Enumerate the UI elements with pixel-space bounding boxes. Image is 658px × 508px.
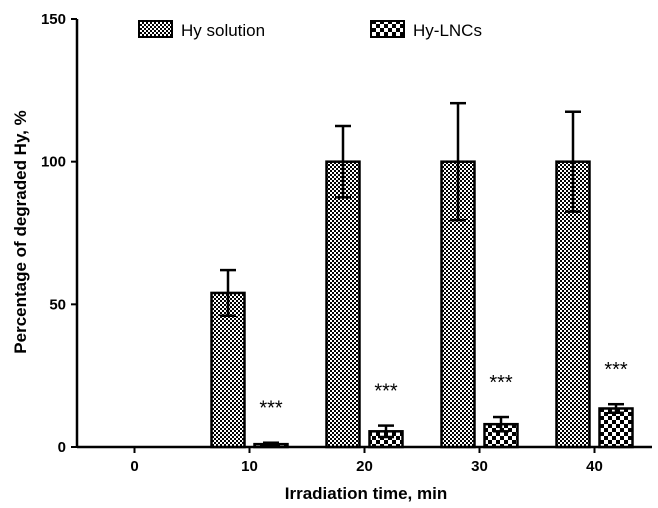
y-axis-ticks: 0 50 100 150 — [41, 11, 77, 456]
bar-hy-lncs — [598, 407, 634, 449]
x-tick-label: 30 — [471, 458, 488, 475]
significance-label: *** — [604, 359, 628, 381]
y-tick-label: 50 — [49, 296, 66, 313]
y-tick-label: 0 — [58, 439, 66, 456]
x-tick-label: 40 — [586, 458, 603, 475]
y-tick-label: 150 — [41, 11, 66, 28]
significance-label: *** — [489, 372, 513, 394]
bars — [210, 101, 634, 449]
legend-swatch-hy-lncs — [370, 20, 405, 38]
legend: Hy solution Hy-LNCs — [138, 20, 482, 40]
significance-annotations: *** *** *** *** — [259, 359, 628, 420]
y-tick-label: 100 — [41, 154, 66, 171]
x-tick-label: 10 — [241, 458, 258, 475]
legend-swatch-hy-solution — [138, 20, 173, 38]
x-axis-title: Irradiation time, min — [285, 484, 447, 503]
bar-hy-solution — [440, 160, 476, 449]
x-axis-ticks: 0 10 20 30 40 — [130, 447, 603, 475]
significance-label: *** — [259, 398, 283, 420]
bar-hy-solution — [210, 291, 246, 449]
legend-label-hy-solution: Hy solution — [181, 21, 265, 40]
legend-label-hy-lncs: Hy-LNCs — [413, 21, 482, 40]
significance-label: *** — [374, 381, 398, 403]
y-axis-title: Percentage of degraded Hy, % — [11, 110, 30, 353]
x-tick-label: 0 — [130, 458, 138, 475]
bar-hy-solution — [325, 160, 361, 449]
x-tick-label: 20 — [356, 458, 373, 475]
